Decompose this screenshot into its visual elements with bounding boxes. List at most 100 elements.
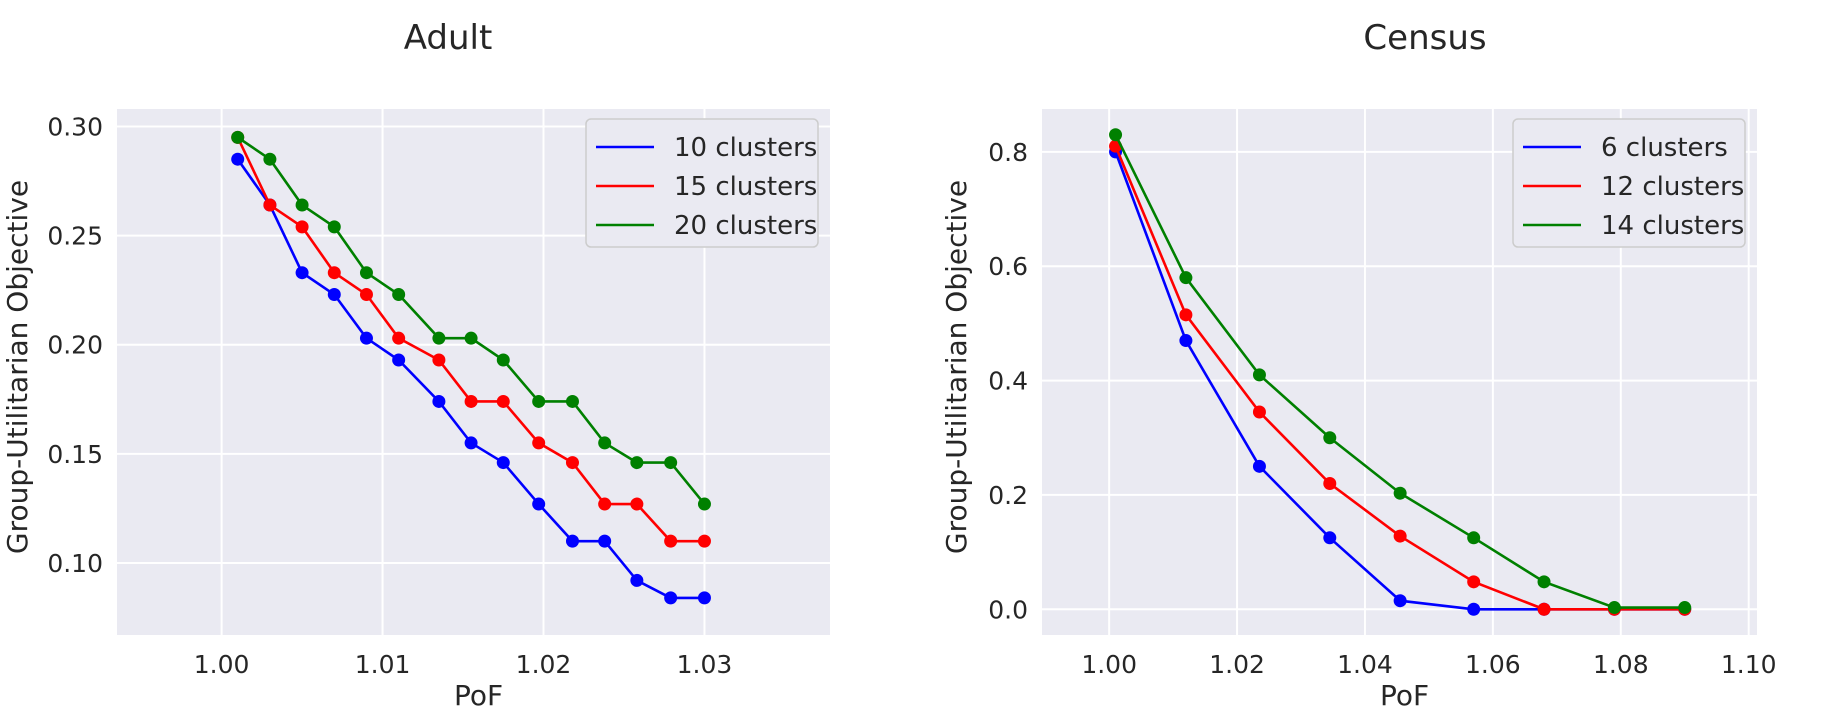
y-tick-label: 0.10 (47, 549, 103, 578)
data-point (664, 456, 678, 470)
data-point (532, 394, 546, 408)
data-point (664, 591, 678, 605)
data-point (1179, 271, 1193, 285)
legend-label: 15 clusters (674, 172, 817, 202)
data-point (359, 331, 373, 345)
y-tick-label: 0.2 (988, 481, 1028, 510)
data-point (565, 394, 579, 408)
data-point (327, 266, 341, 280)
x-tick-label: 1.01 (355, 650, 411, 679)
data-point (1537, 575, 1551, 589)
data-point (1467, 531, 1481, 545)
data-point (295, 220, 309, 234)
y-tick-label: 0.0 (988, 595, 1028, 624)
x-tick-label: 1.00 (1081, 650, 1137, 679)
data-point (1179, 308, 1193, 322)
x-tick-label: 1.04 (1337, 650, 1393, 679)
data-point (1607, 601, 1621, 615)
chart-title: Census (1363, 18, 1486, 58)
legend-label: 14 clusters (1601, 211, 1744, 241)
legend-box (1512, 118, 1746, 248)
data-point (392, 288, 406, 302)
data-point (496, 353, 510, 367)
x-axis-label: PoF (454, 679, 503, 712)
legend-label: 6 clusters (1601, 133, 1728, 163)
y-tick-label: 0.8 (988, 138, 1028, 167)
x-tick-label: 1.08 (1593, 650, 1649, 679)
data-point (359, 288, 373, 302)
data-point (697, 591, 711, 605)
data-point (1393, 529, 1407, 543)
data-point (1323, 476, 1337, 490)
data-point (295, 198, 309, 212)
legend-label: 10 clusters (674, 133, 817, 163)
data-point (1467, 575, 1481, 589)
data-point (496, 456, 510, 470)
data-point (532, 497, 546, 511)
y-tick-label: 0.15 (47, 440, 103, 469)
data-point (327, 220, 341, 234)
legend-box (585, 118, 819, 248)
data-point (231, 130, 245, 144)
data-point (630, 456, 644, 470)
data-point (496, 394, 510, 408)
y-tick-label: 0.25 (47, 222, 103, 251)
data-point (327, 288, 341, 302)
data-point (464, 331, 478, 345)
data-point (1252, 459, 1266, 473)
data-point (1393, 486, 1407, 500)
data-point (263, 198, 277, 212)
y-axis-label: Group-Utilitarian Objective (1, 180, 34, 554)
data-point (565, 534, 579, 548)
data-point (1537, 602, 1551, 616)
data-point (1323, 531, 1337, 545)
data-point (1109, 128, 1123, 142)
data-point (565, 456, 579, 470)
data-point (392, 353, 406, 367)
data-point (664, 534, 678, 548)
x-tick-label: 1.06 (1465, 650, 1521, 679)
data-point (1252, 405, 1266, 419)
legend: 6 clusters 12 clusters 14 clusters (1512, 118, 1746, 248)
y-tick-label: 0.6 (988, 252, 1028, 281)
legend-label: 20 clusters (674, 211, 817, 241)
y-tick-label: 0.4 (988, 367, 1028, 396)
data-point (697, 497, 711, 511)
chart-panel-census: 1.00 1.02 1.04 1.06 1.08 1.10 0.0 0.2 0.4 0.6 0.8 C… (940, 18, 1777, 712)
data-point (359, 266, 373, 280)
data-point (598, 534, 612, 548)
data-point (432, 331, 446, 345)
data-point (263, 152, 277, 166)
chart-panel-adult: 1.00 1.01 1.02 1.03 0.10 0.15 0.20 0.25 0.30 Adul… (1, 18, 830, 712)
data-point (432, 353, 446, 367)
data-point (464, 394, 478, 408)
data-point (1393, 594, 1407, 608)
data-point (1678, 601, 1692, 615)
chart-title: Adult (404, 18, 493, 58)
legend: 10 clusters 15 clusters 20 clusters (585, 118, 819, 248)
legend-label: 12 clusters (1601, 172, 1744, 202)
data-point (1467, 602, 1481, 616)
x-tick-label: 1.02 (516, 650, 572, 679)
x-tick-label: 1.10 (1721, 650, 1777, 679)
data-point (392, 331, 406, 345)
data-point (630, 573, 644, 587)
data-point (1323, 431, 1337, 445)
x-tick-label: 1.02 (1209, 650, 1265, 679)
x-axis-label: PoF (1380, 679, 1429, 712)
data-point (630, 497, 644, 511)
y-tick-label: 0.30 (47, 112, 103, 141)
x-tick-label: 1.00 (194, 650, 250, 679)
data-point (598, 436, 612, 450)
data-point (231, 152, 245, 166)
data-point (532, 436, 546, 450)
y-axis-label: Group-Utilitarian Objective (940, 180, 973, 554)
data-point (697, 534, 711, 548)
x-tick-label: 1.03 (677, 650, 733, 679)
data-point (464, 436, 478, 450)
data-point (1252, 368, 1266, 382)
y-tick-label: 0.20 (47, 331, 103, 360)
data-point (432, 394, 446, 408)
data-point (598, 497, 612, 511)
